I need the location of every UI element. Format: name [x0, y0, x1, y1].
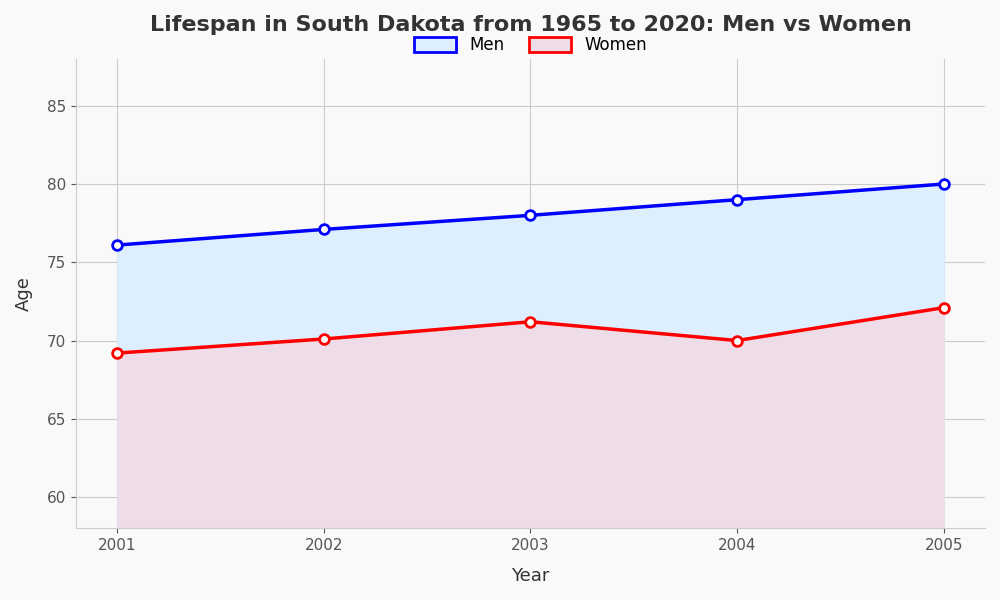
- Title: Lifespan in South Dakota from 1965 to 2020: Men vs Women: Lifespan in South Dakota from 1965 to 20…: [150, 15, 911, 35]
- Y-axis label: Age: Age: [15, 276, 33, 311]
- Legend: Men, Women: Men, Women: [407, 29, 654, 61]
- X-axis label: Year: Year: [511, 567, 550, 585]
